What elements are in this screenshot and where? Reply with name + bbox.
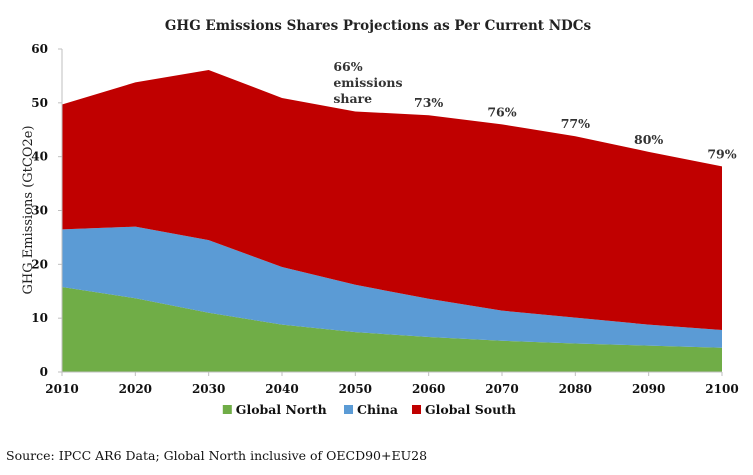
share-annotation-line: 73% (414, 95, 443, 110)
x-tick-label: 2010 (45, 382, 78, 396)
share-annotation: 80% (634, 132, 663, 147)
x-tick-label: 2060 (412, 382, 445, 396)
legend-label-global-north: Global North (236, 402, 327, 417)
area-global-south (62, 69, 722, 331)
y-tick-label: 20 (31, 257, 48, 271)
x-tick-label: 2050 (339, 382, 372, 396)
y-tick-label: 0 (40, 365, 48, 379)
share-annotation: 73% (414, 95, 443, 110)
x-tick-label: 2090 (632, 382, 665, 396)
legend: Global North China Global South (222, 402, 516, 417)
share-annotation: 79% (707, 146, 736, 161)
share-annotation: 66% emissions share (333, 59, 402, 106)
legend-swatch-global-north (222, 405, 232, 414)
y-tick-label: 50 (31, 96, 48, 110)
x-tick-label: 2030 (192, 382, 225, 396)
source-note: Source: IPCC AR6 Data; Global North incl… (6, 448, 427, 463)
share-annotation: 77% (561, 116, 590, 131)
annotations-group: 66% emissions share 73% 76% 77% 80% 79% (333, 59, 736, 161)
x-tick-label: 2020 (119, 382, 152, 396)
area-china (62, 226, 722, 348)
legend-swatch-global-south (412, 405, 421, 414)
x-tick-label: 2070 (485, 382, 518, 396)
share-annotation: 76% (487, 104, 516, 119)
y-tick-label: 10 (31, 311, 48, 325)
share-annotation-line: 79% (707, 146, 736, 161)
x-tick-label: 2100 (705, 382, 738, 396)
legend-swatch-china (344, 405, 353, 414)
y-axis-label: GHG Emissions (GtCO2e) (21, 125, 36, 294)
x-tick-label: 2040 (265, 382, 298, 396)
share-annotation-line: emissions (333, 75, 402, 90)
legend-label-china: China (357, 402, 398, 417)
x-tick-label: 2080 (559, 382, 592, 396)
share-annotation-line: 77% (561, 116, 590, 131)
share-annotation-line: 76% (487, 104, 516, 119)
y-tick-label: 30 (31, 204, 48, 218)
y-tick-label: 40 (31, 150, 48, 164)
y-tick-label: 60 (31, 42, 48, 56)
area-global-north (62, 286, 722, 372)
share-annotation-line: 80% (634, 132, 663, 147)
legend-label-global-south: Global South (425, 402, 516, 417)
chart-title: GHG Emissions Shares Projections as Per … (165, 18, 592, 34)
share-annotation-line: 66% (333, 59, 362, 74)
area-series-group (62, 69, 722, 372)
share-annotation-line: share (333, 91, 372, 106)
